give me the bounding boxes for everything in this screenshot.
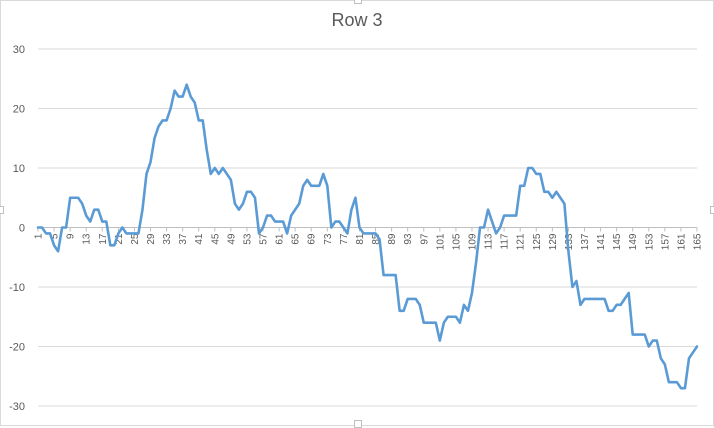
y-tick-label: -10 xyxy=(9,282,25,294)
x-tick-label: 37 xyxy=(178,233,189,245)
x-tick-label: 113 xyxy=(484,233,495,249)
x-tick-label: 161 xyxy=(676,233,687,250)
x-tick-label: 17 xyxy=(98,233,109,245)
resize-handle-left[interactable] xyxy=(0,206,4,214)
x-tick-label: 105 xyxy=(451,233,462,250)
y-tick-label: 30 xyxy=(13,44,25,56)
series-line xyxy=(36,83,699,390)
x-tick-label: 29 xyxy=(146,233,157,245)
y-tick-label: 0 xyxy=(19,223,25,235)
x-tick-label: 165 xyxy=(693,233,704,250)
x-tick-label: 65 xyxy=(291,233,302,245)
x-tick-label: 81 xyxy=(355,233,366,245)
x-tick-label: 89 xyxy=(387,233,398,245)
x-tick-label: 5 xyxy=(50,233,61,239)
x-tick-label: 153 xyxy=(644,233,655,250)
x-tick-label: 21 xyxy=(114,233,125,245)
chart-title: Row 3 xyxy=(331,10,383,30)
x-tick-label: 85 xyxy=(371,233,382,245)
y-tick-label: 10 xyxy=(13,163,25,175)
x-tick-label: 69 xyxy=(307,233,318,245)
x-tick-label: 129 xyxy=(548,233,559,250)
x-tick-label: 93 xyxy=(403,233,414,245)
x-tick-label: 53 xyxy=(242,233,253,245)
y-tick-label: 20 xyxy=(13,104,25,116)
x-tick-label: 117 xyxy=(500,233,511,249)
x-tick-label: 45 xyxy=(210,233,221,245)
x-tick-label: 101 xyxy=(435,233,446,250)
x-tick-label: 77 xyxy=(339,233,350,245)
x-tick-label: 157 xyxy=(660,233,671,250)
x-tick-label: 57 xyxy=(259,233,270,245)
x-tick-label: 149 xyxy=(628,233,639,250)
x-tick-label: 73 xyxy=(323,233,334,245)
x-tick-label: 25 xyxy=(130,233,141,245)
x-tick-label: 109 xyxy=(467,233,478,250)
x-tick-label: 125 xyxy=(532,233,543,250)
y-tick-label: -30 xyxy=(9,401,25,413)
x-tick-label: 141 xyxy=(596,233,607,250)
x-tick-label: 97 xyxy=(419,233,430,245)
y-tick-label: -20 xyxy=(9,342,25,354)
x-tick-label: 49 xyxy=(226,233,237,245)
x-tick-label: 33 xyxy=(162,233,173,245)
x-tick-label: 61 xyxy=(275,233,286,245)
resize-handle-top[interactable] xyxy=(354,0,362,4)
x-tick-label: 13 xyxy=(82,233,93,245)
resize-handle-right[interactable] xyxy=(710,206,714,214)
x-tick-label: 121 xyxy=(516,233,527,250)
x-tick-label: 1 xyxy=(34,233,45,239)
resize-handle-bottom[interactable] xyxy=(354,420,362,428)
x-tick-label: 9 xyxy=(66,233,77,239)
x-tick-label: 41 xyxy=(194,233,205,245)
x-tick-label: 145 xyxy=(612,233,623,250)
x-tick-label: 137 xyxy=(580,233,591,250)
x-tick-label: 133 xyxy=(564,233,575,250)
